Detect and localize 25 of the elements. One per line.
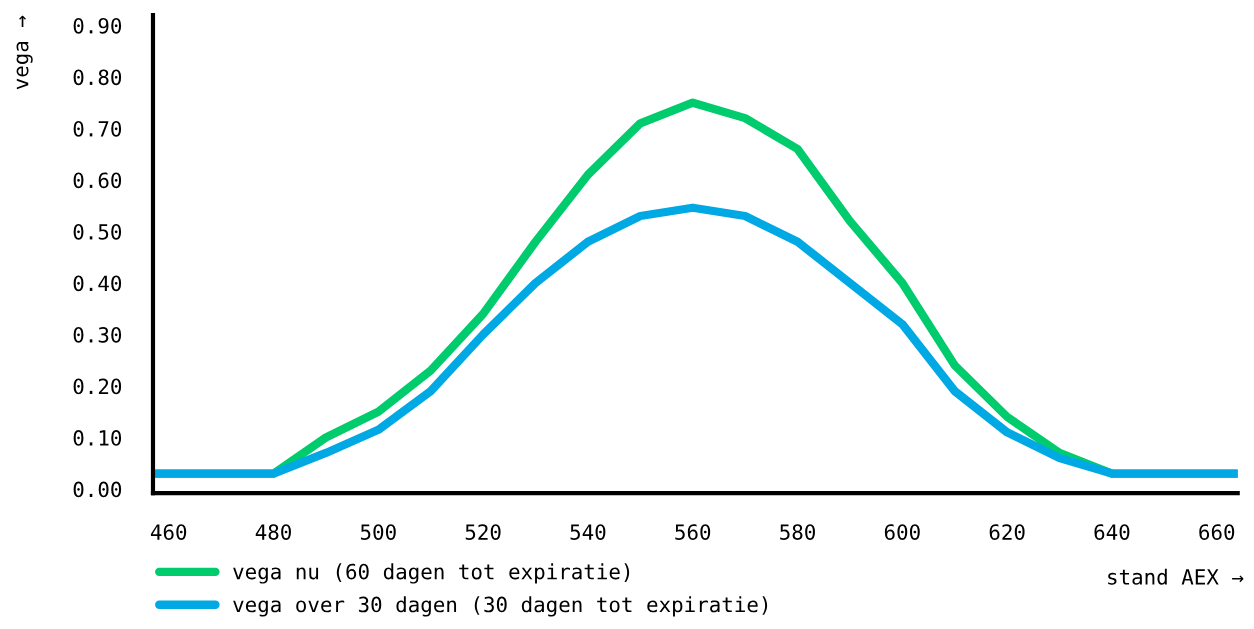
- x-tick-label: 660: [1199, 524, 1235, 540]
- y-tick-label: 0.90: [73, 17, 122, 34]
- x-tick-label: 460: [150, 524, 187, 540]
- x-tick-label: 500: [360, 524, 396, 540]
- x-tick-label: 540: [570, 524, 606, 540]
- x-tick-label: 620: [989, 524, 1025, 540]
- y-tick-label: 0.40: [73, 275, 122, 292]
- y-tick-label: 0.00: [73, 481, 122, 498]
- y-tick-label: 0.20: [73, 378, 122, 395]
- x-tick-label: 580: [780, 524, 815, 540]
- x-axis-title: stand AEX →: [1108, 568, 1244, 585]
- y-tick-label: 0.60: [73, 172, 122, 189]
- y-tick-label: 0.50: [73, 223, 122, 240]
- y-tick-label: 0.70: [73, 120, 122, 137]
- y-axis-title: vega →: [16, 15, 33, 90]
- legend-label: vega over 30 dagen (30 dagen tot expiratie): [233, 596, 768, 617]
- x-tick-label: 480: [255, 524, 291, 540]
- y-tick-label: 0.10: [73, 430, 122, 446]
- legend-label: vega nu (60 dagen tot expiratie): [233, 563, 630, 584]
- x-tick-label: 560: [675, 524, 711, 540]
- y-tick-label: 0.30: [73, 326, 122, 343]
- x-tick-label: 640: [1094, 524, 1130, 540]
- x-tick-label: 600: [884, 524, 920, 540]
- y-tick-label: 0.80: [73, 69, 122, 86]
- x-tick-label: 520: [465, 524, 501, 540]
